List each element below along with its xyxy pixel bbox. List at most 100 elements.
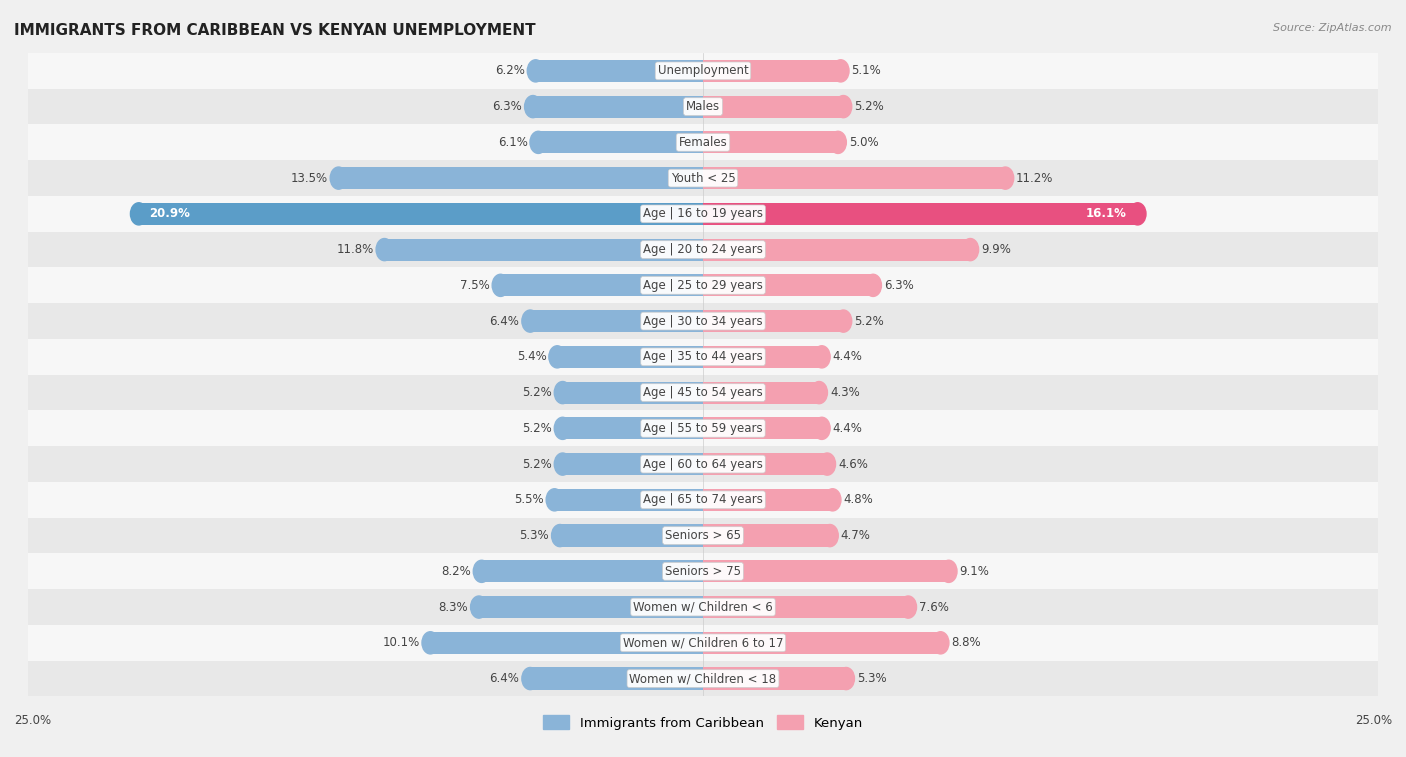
Bar [28,339,1378,375]
Circle shape [522,668,538,690]
Text: 5.2%: 5.2% [855,100,884,113]
Text: 5.2%: 5.2% [522,386,551,399]
Circle shape [835,310,852,332]
Text: 13.5%: 13.5% [291,172,328,185]
Text: 5.2%: 5.2% [522,457,551,471]
Bar [703,560,949,582]
Circle shape [941,560,957,582]
Text: 5.2%: 5.2% [855,315,884,328]
Circle shape [811,382,828,403]
Circle shape [546,489,562,511]
Text: Seniors > 75: Seniors > 75 [665,565,741,578]
Text: 7.6%: 7.6% [920,600,949,614]
Text: 6.3%: 6.3% [884,279,914,292]
Bar [703,60,841,82]
Bar [703,668,846,690]
Text: Women w/ Children < 18: Women w/ Children < 18 [630,672,776,685]
Bar [703,274,873,297]
Bar [339,167,703,189]
Circle shape [530,131,547,154]
Circle shape [835,95,852,117]
Bar [28,589,1378,625]
Bar [28,124,1378,160]
Bar [28,196,1378,232]
Circle shape [330,167,347,189]
Circle shape [422,632,439,654]
Bar [562,417,703,439]
Text: 4.7%: 4.7% [841,529,870,542]
Circle shape [821,525,838,547]
Text: Age | 20 to 24 years: Age | 20 to 24 years [643,243,763,256]
Bar [28,410,1378,446]
Bar [139,203,703,225]
Bar [703,453,827,475]
Text: 4.3%: 4.3% [830,386,859,399]
Bar [703,632,941,654]
Bar [28,446,1378,482]
Bar [703,489,832,511]
Text: Age | 35 to 44 years: Age | 35 to 44 years [643,350,763,363]
Bar [536,60,703,82]
Text: Age | 30 to 34 years: Age | 30 to 34 years [643,315,763,328]
Text: 5.3%: 5.3% [856,672,887,685]
Circle shape [554,417,571,439]
Text: 4.4%: 4.4% [832,422,862,435]
Circle shape [997,167,1014,189]
Bar [501,274,703,297]
Text: 11.8%: 11.8% [336,243,374,256]
Bar [560,525,703,547]
Bar [28,553,1378,589]
Bar [28,89,1378,124]
Circle shape [932,632,949,654]
Text: Youth < 25: Youth < 25 [671,172,735,185]
Text: Women w/ Children < 6: Women w/ Children < 6 [633,600,773,614]
Bar [533,95,703,117]
Text: 4.4%: 4.4% [832,350,862,363]
Bar [703,95,844,117]
Circle shape [548,346,565,368]
Bar [430,632,703,654]
Text: Age | 45 to 54 years: Age | 45 to 54 years [643,386,763,399]
Bar [703,382,820,403]
Circle shape [131,203,148,225]
Bar [28,53,1378,89]
Text: 4.6%: 4.6% [838,457,868,471]
Circle shape [830,131,846,154]
Circle shape [474,560,491,582]
Bar [28,304,1378,339]
Bar [703,203,1137,225]
Bar [28,482,1378,518]
Text: Unemployment: Unemployment [658,64,748,77]
Bar [557,346,703,368]
Text: 5.5%: 5.5% [515,494,544,506]
Bar [530,668,703,690]
Bar [28,160,1378,196]
Bar [554,489,703,511]
Text: 9.1%: 9.1% [959,565,990,578]
Text: 7.5%: 7.5% [460,279,489,292]
Bar [703,417,821,439]
Text: 5.3%: 5.3% [519,529,550,542]
Text: 5.1%: 5.1% [852,64,882,77]
Circle shape [818,453,835,475]
Text: 4.8%: 4.8% [844,494,873,506]
Bar [703,346,821,368]
Bar [479,596,703,618]
Circle shape [814,417,830,439]
Bar [703,238,970,260]
Text: Age | 25 to 29 years: Age | 25 to 29 years [643,279,763,292]
Text: Age | 16 to 19 years: Age | 16 to 19 years [643,207,763,220]
Circle shape [824,489,841,511]
Text: Women w/ Children 6 to 17: Women w/ Children 6 to 17 [623,637,783,650]
Bar [28,375,1378,410]
Circle shape [832,60,849,82]
Text: Seniors > 65: Seniors > 65 [665,529,741,542]
Circle shape [1129,203,1146,225]
Bar [703,131,838,154]
Text: 16.1%: 16.1% [1085,207,1126,220]
Circle shape [375,238,392,260]
Circle shape [522,310,538,332]
Circle shape [551,525,568,547]
Bar [28,518,1378,553]
Text: 5.2%: 5.2% [522,422,551,435]
